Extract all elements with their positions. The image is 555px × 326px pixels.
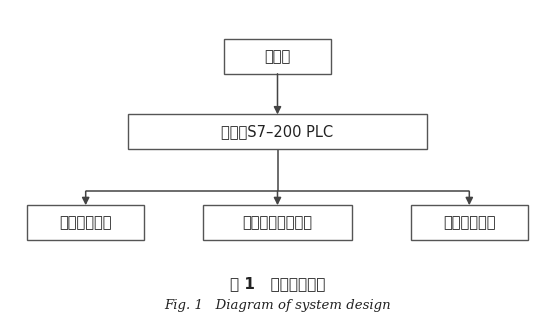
- FancyBboxPatch shape: [411, 205, 528, 240]
- Text: 加热控制模块: 加热控制模块: [59, 215, 112, 230]
- FancyBboxPatch shape: [128, 114, 427, 149]
- FancyBboxPatch shape: [27, 205, 144, 240]
- FancyBboxPatch shape: [224, 39, 331, 74]
- Text: 添加清理模块: 添加清理模块: [443, 215, 496, 230]
- Text: 触摸屏: 触摸屏: [264, 49, 291, 64]
- Text: 图 1   系统设计结构: 图 1 系统设计结构: [230, 276, 325, 291]
- Text: 西门子S7–200 PLC: 西门子S7–200 PLC: [221, 124, 334, 139]
- Text: Fig. 1   Diagram of system design: Fig. 1 Diagram of system design: [164, 299, 391, 312]
- FancyBboxPatch shape: [203, 205, 352, 240]
- Text: 称重计量控制模块: 称重计量控制模块: [243, 215, 312, 230]
